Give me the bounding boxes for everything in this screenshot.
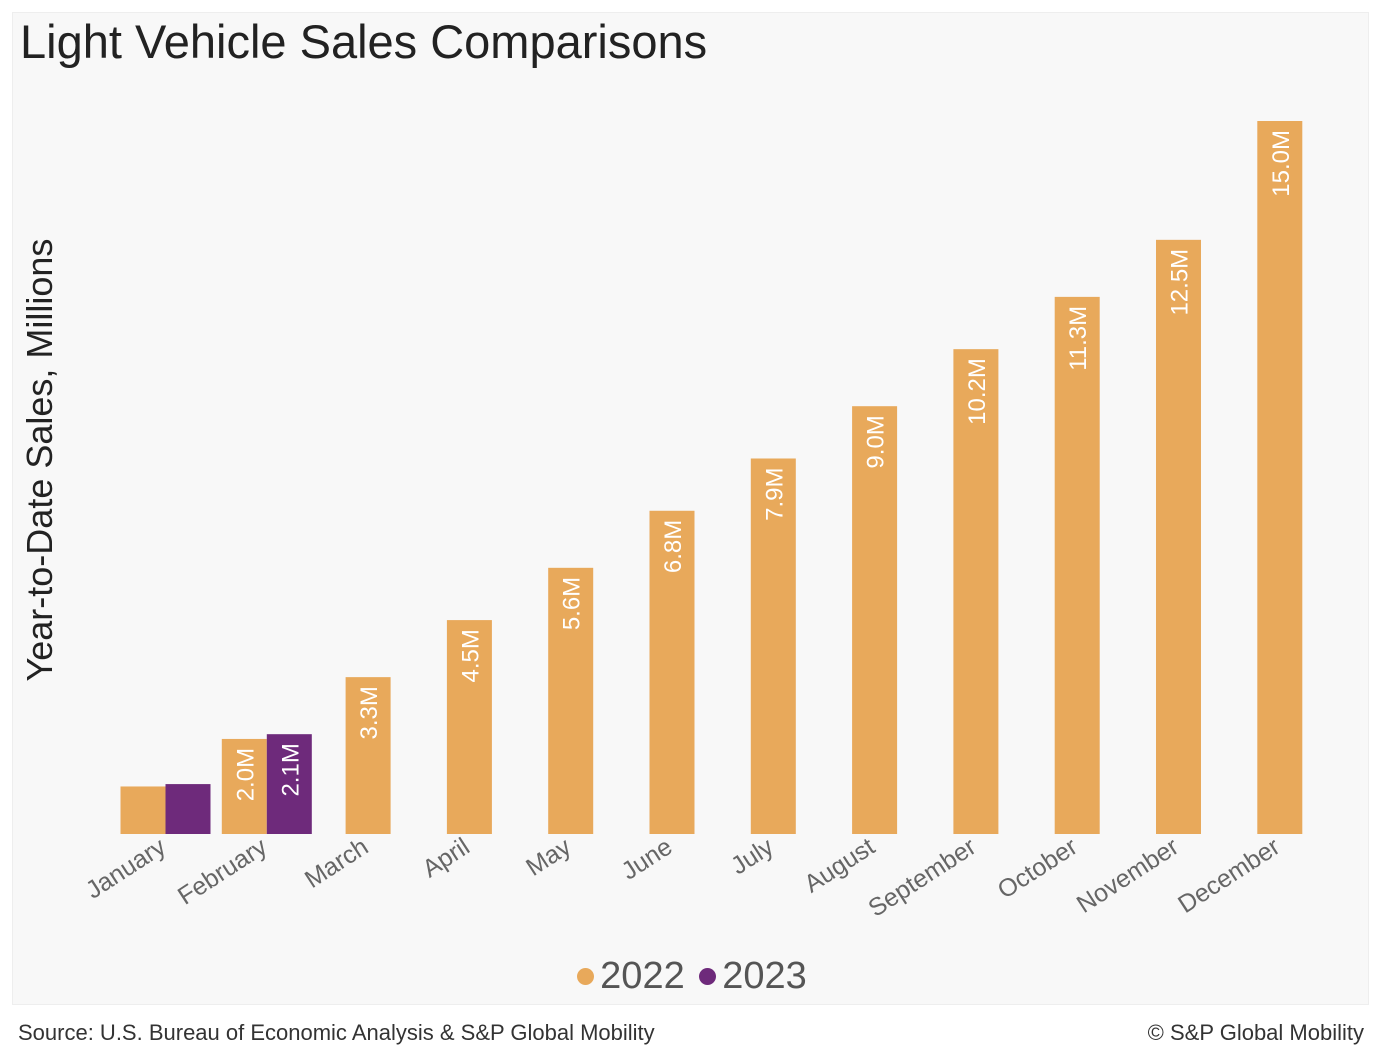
source-note: Source: U.S. Bureau of Economic Analysis… — [18, 1020, 655, 1045]
bar-2022-september — [953, 349, 999, 834]
bar-2022-october — [1054, 296, 1100, 835]
x-tick-label-february: February — [173, 832, 273, 910]
x-tick-label-november: November — [1072, 833, 1184, 919]
data-label-2022-march: 3.3M — [356, 686, 383, 739]
bar-2022-march — [345, 677, 391, 834]
legend-label-2022: 2022 — [600, 955, 685, 997]
data-label-2022-may: 5.6M — [559, 577, 586, 630]
x-tick-label-august: August — [799, 833, 880, 899]
data-label-2022-february: 2.0M — [232, 748, 259, 801]
data-label-2022-april: 4.5M — [457, 629, 484, 682]
data-label-2023-february: 2.1M — [277, 743, 304, 796]
data-label-2022-july: 7.9M — [761, 467, 788, 520]
bar-2022-june — [649, 510, 695, 834]
x-tick-label-september: September — [863, 833, 981, 923]
x-tick-label-june: June — [617, 833, 678, 886]
data-label-2022-november: 12.5M — [1167, 249, 1194, 316]
x-tick-label-march: March — [300, 833, 374, 894]
bar-2023-february — [266, 734, 312, 834]
bar-2022-may — [548, 567, 594, 834]
legend-swatch-2022 — [577, 968, 595, 985]
bar-2023-january — [165, 784, 211, 834]
bar-2022-august — [852, 406, 898, 834]
legend: 2022 2023 — [0, 952, 1384, 998]
data-label-2022-august: 9.0M — [863, 415, 890, 468]
data-label-2022-december: 15.0M — [1268, 130, 1295, 197]
legend-item-2022: 2022 — [577, 955, 685, 998]
x-tick-label-july: July — [726, 832, 779, 880]
data-label-2022-october: 11.3M — [1065, 306, 1092, 371]
legend-label-2023: 2023 — [722, 955, 807, 997]
x-tick-label-december: December — [1173, 833, 1285, 919]
bar-2022-february — [221, 738, 267, 834]
chart-title: Light Vehicle Sales Comparisons — [20, 15, 708, 68]
data-label-2022-september: 10.2M — [964, 358, 991, 425]
x-tick-label-october: October — [993, 833, 1083, 905]
copyright-note: © S&P Global Mobility — [1147, 1020, 1364, 1045]
bar-2022-january — [120, 786, 166, 834]
bar-2022-july — [750, 458, 796, 834]
x-tick-label-may: May — [521, 832, 576, 881]
legend-item-2023: 2023 — [699, 955, 807, 998]
bar-2022-november — [1156, 239, 1201, 835]
legend-swatch-2023 — [699, 968, 717, 985]
x-tick-label-january: January — [81, 832, 171, 904]
bar-2022-december — [1257, 121, 1303, 834]
data-label-2022-june: 6.8M — [660, 520, 687, 573]
x-tick-label-april: April — [417, 833, 474, 884]
chart-panel — [12, 12, 1369, 1005]
bar-2022-april — [446, 620, 492, 834]
